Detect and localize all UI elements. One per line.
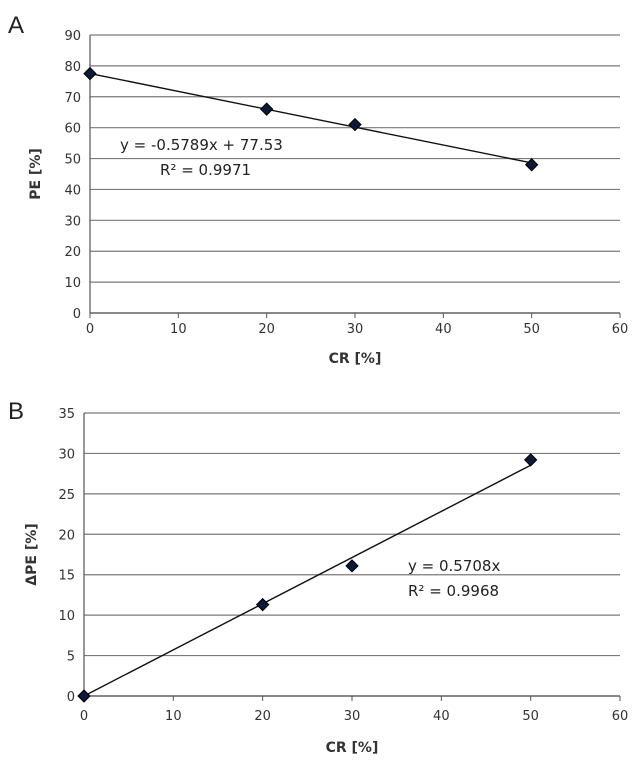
r2-label-a: R² = 0.9971 (160, 161, 251, 179)
equation-label-b: y = 0.5708x (408, 557, 500, 575)
y-tick-label-a-2: 20 (64, 245, 81, 260)
data-point-b-1 (255, 597, 270, 612)
data-point-a-3 (524, 158, 539, 172)
x-tick-label-b-5: 50 (522, 709, 539, 724)
y-tick-label-b-5: 25 (58, 488, 75, 503)
y-tick-label-a-3: 30 (64, 214, 81, 229)
y-axis-title-b: ΔPE [%] (24, 523, 40, 585)
x-tick-label-a-1: 10 (170, 322, 187, 337)
data-point-a-2 (348, 117, 362, 132)
panel-label-b: B (8, 398, 25, 425)
y-tick-label-b-0: 0 (67, 690, 75, 705)
y-tick-label-a-8: 80 (64, 60, 81, 75)
trendline-b (83, 464, 531, 697)
y-tick-label-a-6: 60 (64, 122, 81, 137)
y-tick-label-b-7: 35 (58, 407, 75, 422)
y-tick-label-a-1: 10 (64, 276, 81, 291)
data-point-a-0 (83, 66, 97, 81)
y-tick-label-a-0: 0 (73, 307, 81, 322)
x-tick-label-b-4: 40 (433, 709, 450, 724)
data-point-b-3 (523, 453, 538, 467)
x-tick-label-b-2: 20 (254, 709, 271, 724)
x-axis-title-a: CR [%] (329, 351, 382, 367)
x-tick-label-b-1: 10 (165, 709, 182, 724)
r2-label-b: R² = 0.9968 (408, 582, 499, 600)
x-tick-label-a-0: 0 (86, 322, 94, 337)
y-tick-label-b-4: 20 (58, 528, 75, 543)
x-tick-label-a-3: 30 (347, 322, 364, 337)
trendline-a (89, 72, 532, 164)
x-tick-label-a-2: 20 (258, 322, 275, 337)
y-tick-label-b-6: 30 (58, 447, 75, 462)
y-tick-label-b-3: 15 (58, 569, 75, 584)
x-tick-label-b-6: 60 (612, 709, 629, 724)
y-tick-label-b-2: 10 (58, 609, 75, 624)
equation-label-a: y = -0.5789x + 77.53 (120, 136, 283, 154)
data-point-b-0 (77, 689, 91, 703)
y-tick-label-b-1: 5 (67, 650, 75, 665)
y-tick-label-a-5: 50 (64, 153, 81, 168)
x-tick-label-a-6: 60 (612, 322, 629, 337)
y-axis-title-a: PE [%] (28, 148, 44, 200)
y-tick-label-a-4: 40 (64, 183, 81, 198)
panel-label-a: A (8, 12, 25, 39)
y-tick-label-a-9: 90 (64, 29, 81, 44)
x-tick-label-b-3: 30 (344, 709, 361, 724)
y-tick-label-a-7: 70 (64, 91, 81, 106)
x-tick-label-b-0: 0 (80, 709, 88, 724)
x-tick-label-a-5: 50 (523, 322, 540, 337)
x-tick-label-a-4: 40 (435, 322, 452, 337)
data-point-b-2 (345, 559, 359, 573)
data-point-a-1 (259, 102, 274, 116)
x-axis-title-b: CR [%] (326, 740, 379, 756)
